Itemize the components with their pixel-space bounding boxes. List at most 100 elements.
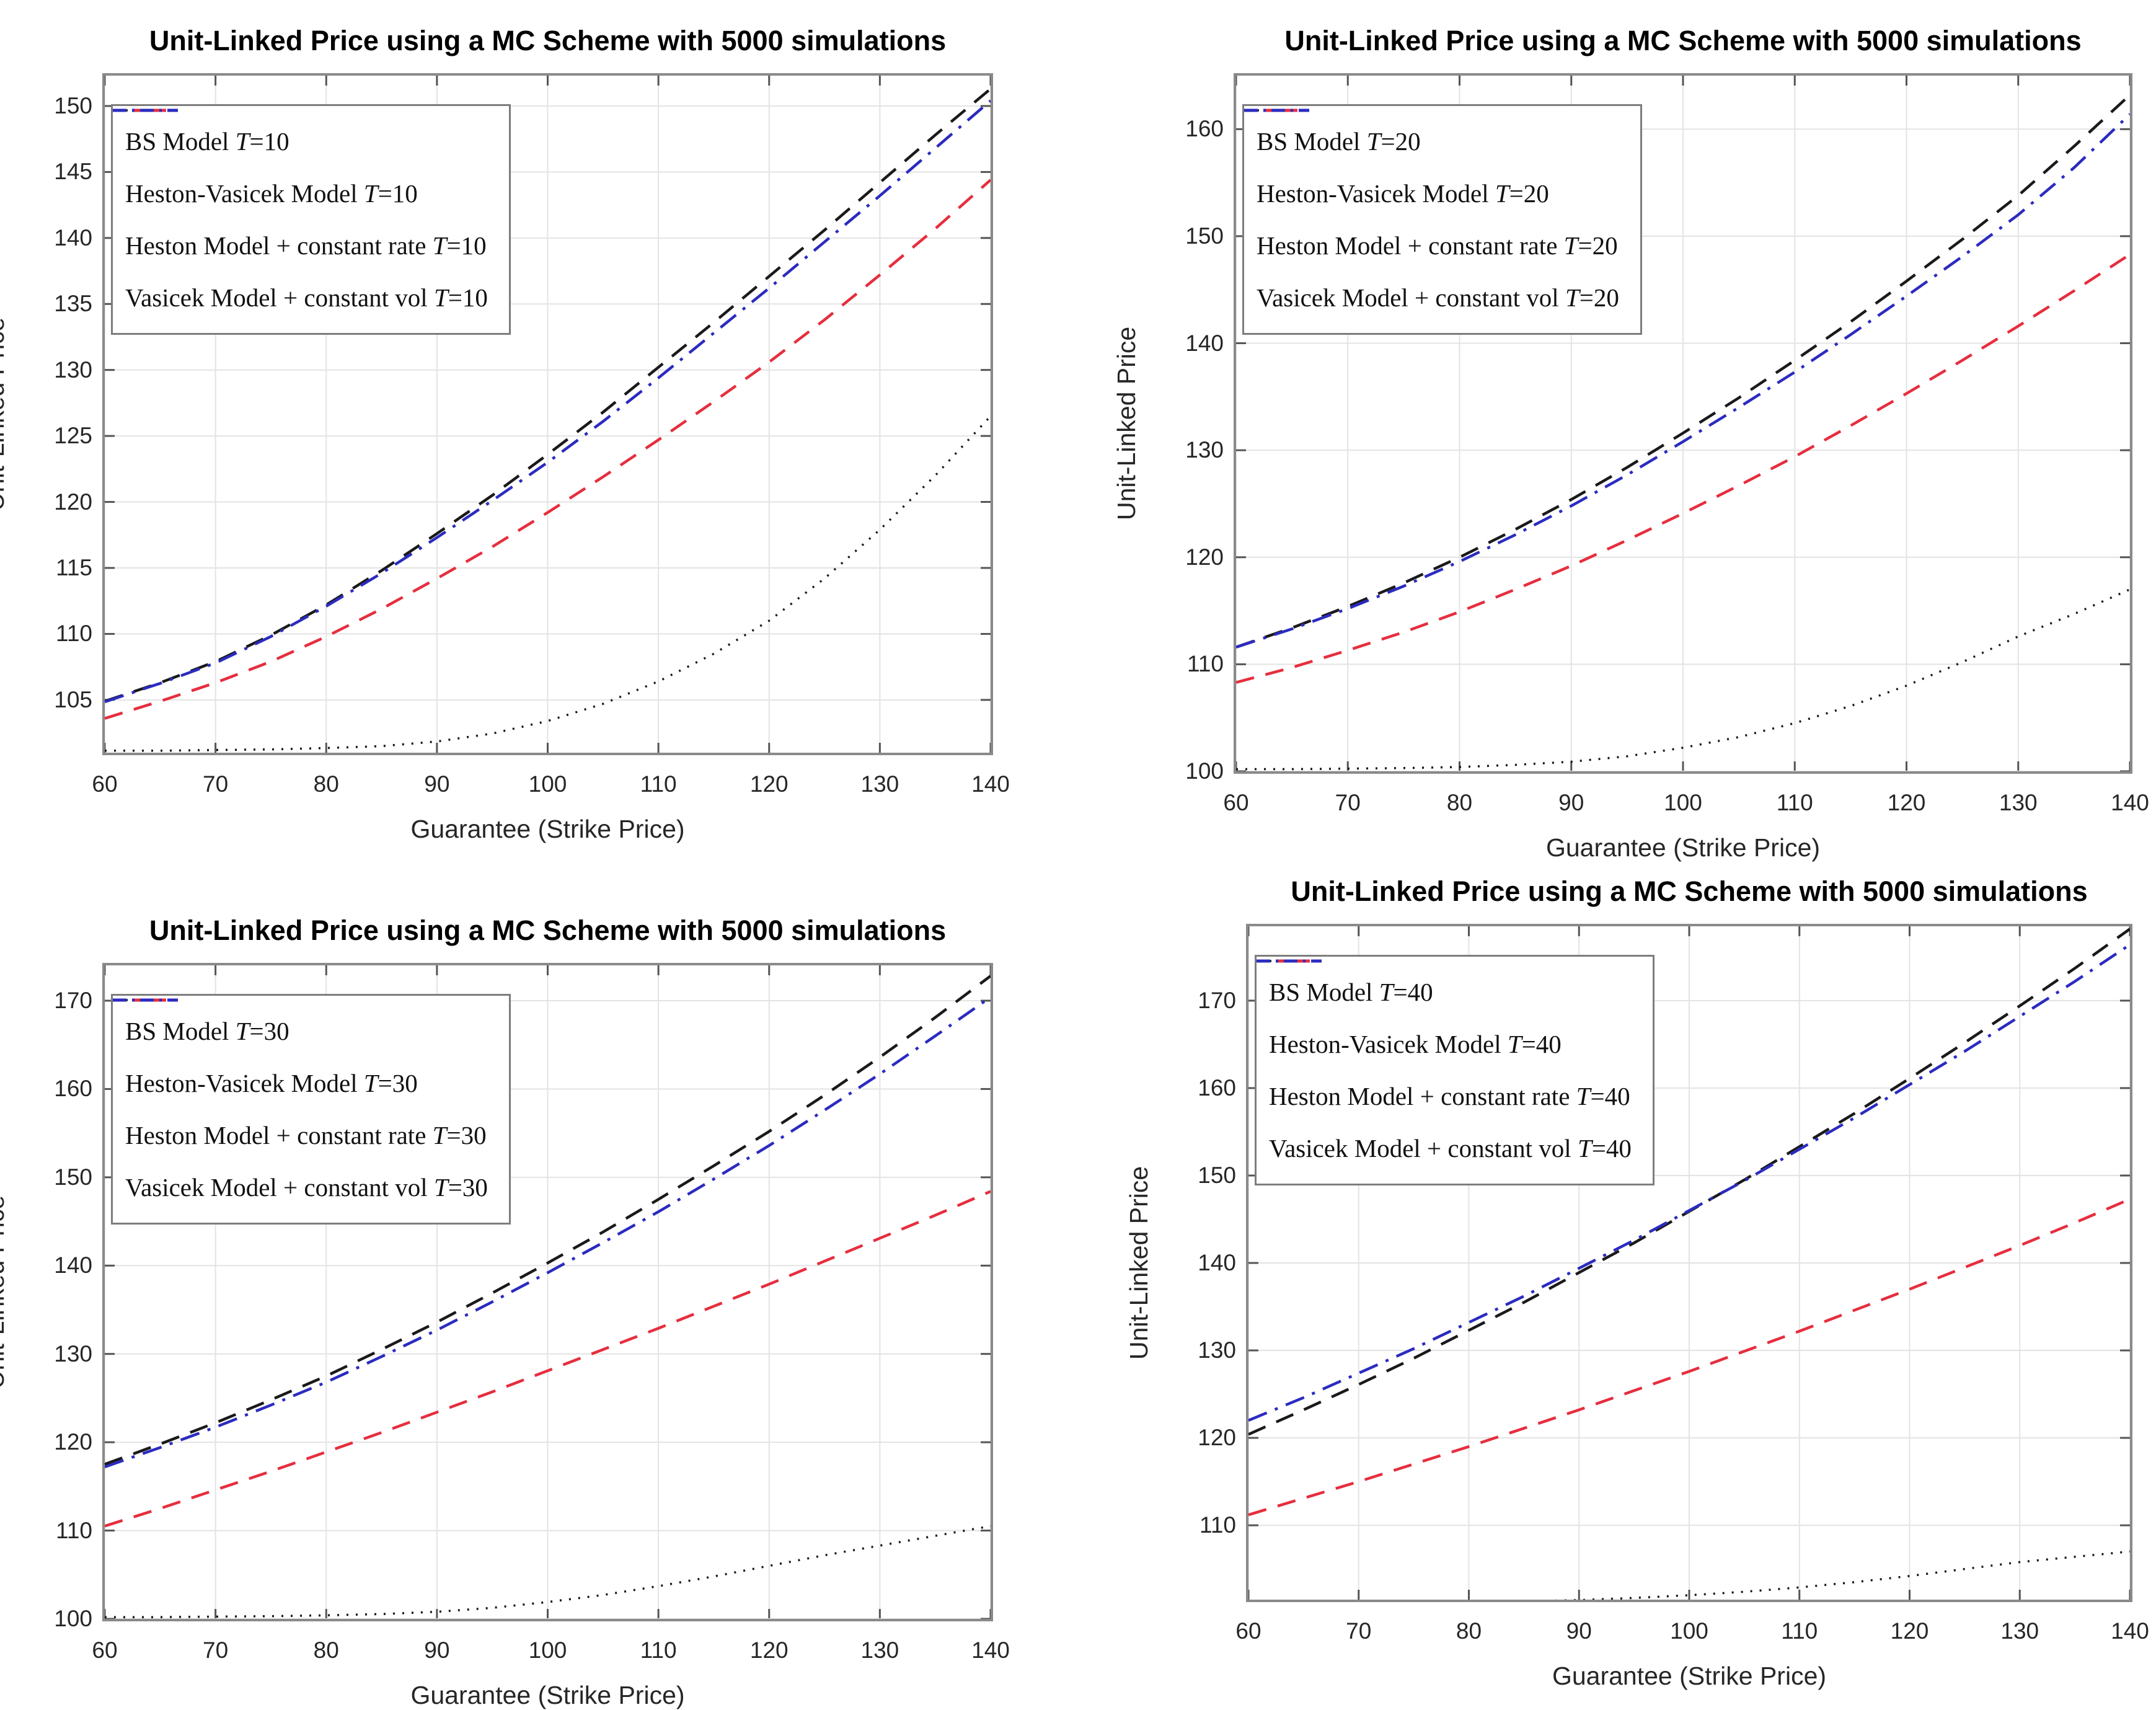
legend-item: BS Model T=20 [1244,109,1619,167]
y-tick-label: 115 [56,554,92,580]
y-tick-label: 120 [54,489,92,515]
y-axis-label: Unit-Linked Price [1124,1166,1153,1360]
plot-area: BS Model T=10 Heston-Vasicek Model T=10 He… [54,73,1010,797]
x-tick-label: 70 [203,771,229,797]
legend-label: BS Model T=10 [125,127,289,156]
x-axis-label: Guarantee (Strike Price) [410,1681,685,1709]
legend-line-sample-icon [113,998,178,1002]
chart-panel-t20: Unit-Linked Price using a MC Scheme with… [1112,25,2149,862]
y-tick-label: 120 [1185,544,1224,570]
x-tick-label: 130 [860,1637,899,1663]
x-tick-label: 120 [749,771,789,797]
x-tick-label: 100 [1664,790,1702,815]
x-tick-label: 110 [640,771,677,797]
y-tick-label: 100 [1185,758,1224,784]
y-tick-label: 120 [1198,1425,1236,1451]
plot-area: BS Model T=40 Heston-Vasicek Model T=40 He… [1198,924,2149,1644]
legend-item: Heston Model + constant rate T=10 [113,109,488,271]
x-axis-label: Guarantee (Strike Price) [1552,1662,1827,1690]
y-tick-label: 130 [1198,1337,1236,1363]
legend-box: BS Model T=10 Heston-Vasicek Model T=10 He… [111,104,511,335]
y-tick-label: 110 [1199,1512,1236,1538]
y-tick-label: 145 [54,159,92,185]
legend-item: Heston Model + constant rate T=30 [113,998,488,1161]
legend-item: Vasicek Model + constant vol T=20 [1244,109,1619,323]
x-tick-label: 80 [313,771,339,797]
y-axis-label: Unit-Linked Price [0,317,9,512]
chart-title: Unit-Linked Price using a MC Scheme with… [1291,875,2088,907]
x-tick-label: 130 [2000,1618,2039,1644]
y-tick-label: 110 [1187,651,1224,677]
y-tick-label: 150 [54,1164,92,1190]
chart-panel-t40: Unit-Linked Price using a MC Scheme with… [1124,875,2149,1690]
legend-label: Heston-Vasicek Model T=10 [125,179,418,208]
x-axis-label: Guarantee (Strike Price) [410,815,685,843]
y-tick-label: 125 [54,423,92,449]
x-tick-label: 130 [1999,790,2038,815]
x-tick-label: 110 [1781,1618,1818,1644]
x-tick-label: 60 [1235,1618,1261,1644]
legend-line-sample-icon [1244,109,1309,112]
x-tick-label: 130 [860,771,899,797]
y-tick-label: 170 [1198,987,1236,1013]
x-tick-label: 70 [203,1637,229,1663]
plot-area: BS Model T=30 Heston-Vasicek Model T=30 He… [54,963,1010,1663]
x-tick-label: 100 [528,771,567,797]
legend-label: Heston-Vasicek Model T=30 [125,1069,418,1097]
x-tick-label: 70 [1335,790,1361,815]
series-line [1248,1197,2130,1517]
y-tick-label: 130 [54,1340,92,1367]
series-line [1236,588,2130,771]
y-tick-label: 150 [54,92,92,118]
x-tick-label: 60 [92,771,118,797]
y-tick-label: 110 [56,1517,92,1543]
legend-item: BS Model T=40 [1257,960,1632,1017]
chart-title: Unit-Linked Price using a MC Scheme with… [149,915,947,946]
legend-label: Heston Model + constant rate T=40 [1269,1082,1630,1110]
legend-item: Heston-Vasicek Model T=20 [1244,109,1619,219]
x-tick-label: 140 [2111,790,2149,815]
chart-panel-t10: Unit-Linked Price using a MC Scheme with… [0,25,1010,843]
legend-label: Vasicek Model + constant vol T=40 [1269,1134,1632,1163]
chart-svg [1248,926,2130,1600]
series-line [105,975,991,1466]
y-tick-label: 120 [54,1429,92,1455]
x-tick-label: 100 [528,1637,567,1663]
x-tick-label: 70 [1346,1618,1372,1644]
x-tick-label: 60 [92,1637,118,1663]
y-tick-label: 140 [54,224,92,250]
legend-line-sample-icon [1257,959,1322,963]
x-tick-label: 80 [1456,1618,1482,1644]
legend-item: BS Model T=10 [113,109,488,167]
series-line [1551,1550,2130,1600]
legend-label: BS Model T=20 [1257,127,1421,156]
chart-title: Unit-Linked Price using a MC Scheme with… [149,25,947,56]
y-tick-label: 160 [1185,116,1224,142]
x-tick-label: 90 [1566,1618,1592,1644]
legend-item: Vasicek Model + constant vol T=40 [1257,959,1632,1174]
legend-line-sample-icon [113,109,178,112]
legend-box: BS Model T=40 Heston-Vasicek Model T=40 He… [1255,955,1655,1185]
y-tick-label: 110 [56,621,92,647]
x-tick-label: 110 [640,1637,677,1663]
y-tick-label: 150 [1185,223,1224,249]
y-tick-label: 140 [54,1252,92,1278]
series-line [105,179,991,720]
y-tick-label: 130 [1185,437,1224,463]
y-tick-label: 100 [54,1606,92,1631]
y-tick-label: 135 [54,291,92,317]
legend-label: BS Model T=30 [125,1017,289,1045]
legend-label: Vasicek Model + constant vol T=30 [125,1173,488,1202]
x-tick-label: 140 [971,1637,1010,1663]
x-tick-label: 80 [1446,790,1473,815]
y-tick-label: 140 [1198,1250,1236,1275]
series-line [1236,113,2130,649]
series-line [105,87,991,703]
legend-item: Heston-Vasicek Model T=40 [1257,959,1632,1070]
chart-svg [105,76,991,753]
x-tick-label: 60 [1223,790,1249,815]
legend-label: Vasicek Model + constant vol T=20 [1257,283,1619,312]
legend-label: Heston-Vasicek Model T=20 [1257,179,1549,208]
legend-box: BS Model T=30 Heston-Vasicek Model T=30 He… [111,994,511,1225]
